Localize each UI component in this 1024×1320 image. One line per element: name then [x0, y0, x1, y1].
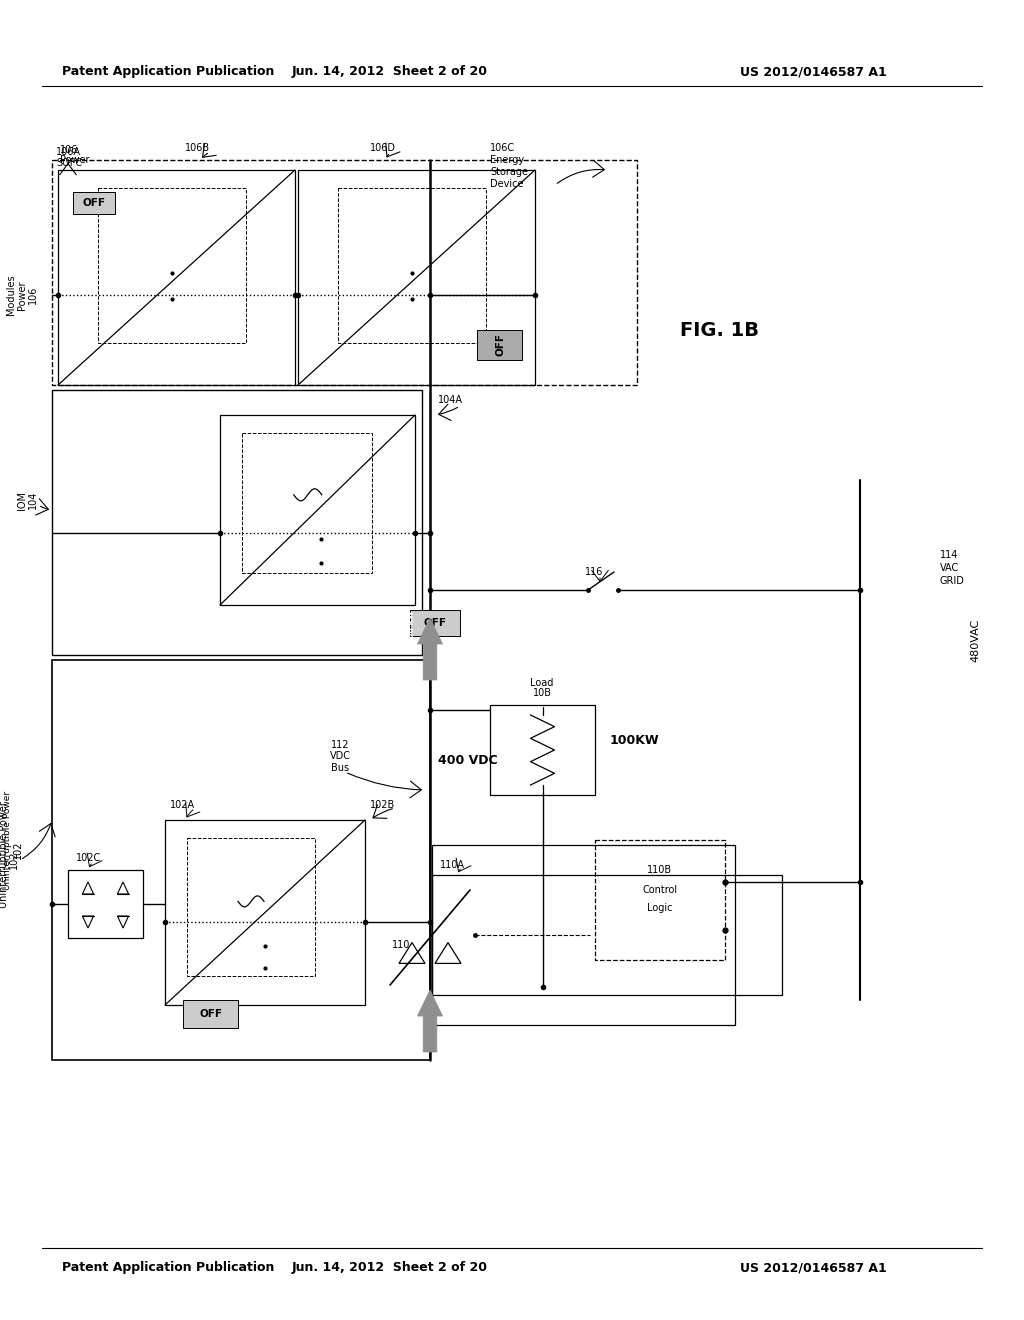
- Text: IOM: IOM: [17, 491, 27, 510]
- Bar: [298, 170, 535, 385]
- Text: OFF: OFF: [200, 1008, 222, 1019]
- Text: 100KW: 100KW: [610, 734, 659, 747]
- Text: Logic: Logic: [647, 903, 673, 913]
- Text: 106A: 106A: [56, 147, 81, 157]
- Bar: [410, 610, 460, 636]
- Text: 104: 104: [28, 491, 38, 510]
- Text: 102C: 102C: [76, 853, 101, 863]
- Text: GRID: GRID: [940, 576, 965, 586]
- Bar: [432, 845, 735, 1026]
- Text: US 2012/0146587 A1: US 2012/0146587 A1: [740, 1262, 887, 1275]
- Text: 104A: 104A: [438, 395, 463, 405]
- Text: Patent Application Publication: Patent Application Publication: [62, 66, 274, 78]
- Bar: [183, 1001, 238, 1028]
- Text: Power: Power: [17, 280, 27, 310]
- Text: Energy: Energy: [490, 154, 524, 165]
- Bar: [490, 705, 595, 795]
- Bar: [58, 170, 295, 385]
- Polygon shape: [418, 990, 442, 1052]
- Text: 10B: 10B: [532, 688, 552, 698]
- Text: Jun. 14, 2012  Sheet 2 of 20: Jun. 14, 2012 Sheet 2 of 20: [292, 1262, 488, 1275]
- Text: VDC: VDC: [330, 751, 350, 762]
- Bar: [338, 187, 486, 343]
- Bar: [432, 875, 782, 995]
- Text: OFF: OFF: [83, 198, 105, 209]
- Bar: [187, 838, 315, 975]
- Bar: [73, 191, 115, 214]
- Text: Storage: Storage: [490, 168, 528, 177]
- Bar: [242, 433, 372, 573]
- Text: Power: Power: [60, 154, 89, 165]
- Text: Load: Load: [530, 678, 554, 688]
- Bar: [165, 820, 365, 1005]
- Text: 110: 110: [391, 940, 410, 950]
- Bar: [98, 187, 246, 343]
- Text: Patent Application Publication: Patent Application Publication: [62, 1262, 274, 1275]
- Text: 114: 114: [940, 550, 958, 560]
- Text: 102: 102: [13, 841, 23, 859]
- Bar: [220, 414, 415, 605]
- Text: 102B: 102B: [370, 800, 395, 810]
- Text: 480VAC: 480VAC: [970, 618, 980, 661]
- Text: Device: Device: [490, 180, 523, 189]
- Text: OFF: OFF: [495, 334, 505, 356]
- Text: 102: 102: [9, 851, 19, 870]
- Text: 110A: 110A: [440, 861, 465, 870]
- Text: VAC: VAC: [940, 564, 959, 573]
- Text: Module (UPM): Module (UPM): [0, 809, 2, 871]
- Text: 106: 106: [60, 145, 79, 154]
- Bar: [52, 660, 430, 1060]
- Bar: [68, 870, 143, 939]
- Text: 110B: 110B: [647, 865, 673, 875]
- Text: 102A: 102A: [170, 800, 196, 810]
- Text: Bus: Bus: [331, 763, 349, 774]
- Text: OFF: OFF: [424, 618, 446, 628]
- Text: FIG. 1B: FIG. 1B: [680, 321, 759, 339]
- Text: 100 KW: 100 KW: [407, 610, 416, 643]
- Text: 100 KW: 100 KW: [407, 982, 416, 1015]
- Text: 106C: 106C: [490, 143, 515, 153]
- Text: 106B: 106B: [185, 143, 210, 153]
- Text: Modules: Modules: [6, 275, 16, 315]
- Text: SOFC: SOFC: [56, 158, 82, 168]
- Text: 106: 106: [28, 286, 38, 304]
- Text: Uninterruptible Power: Uninterruptible Power: [3, 791, 12, 890]
- Text: 112: 112: [331, 741, 349, 750]
- Text: US 2012/0146587 A1: US 2012/0146587 A1: [740, 66, 887, 78]
- Text: Jun. 14, 2012  Sheet 2 of 20: Jun. 14, 2012 Sheet 2 of 20: [292, 66, 488, 78]
- Polygon shape: [418, 618, 442, 680]
- Bar: [52, 160, 637, 385]
- Bar: [595, 840, 725, 960]
- Bar: [477, 330, 522, 360]
- Text: 106D: 106D: [370, 143, 396, 153]
- Bar: [52, 389, 422, 655]
- Text: Uninterruptible Power: Uninterruptible Power: [0, 801, 9, 908]
- Text: 116: 116: [585, 568, 603, 577]
- Text: 400 VDC: 400 VDC: [438, 754, 498, 767]
- Text: Control: Control: [642, 884, 678, 895]
